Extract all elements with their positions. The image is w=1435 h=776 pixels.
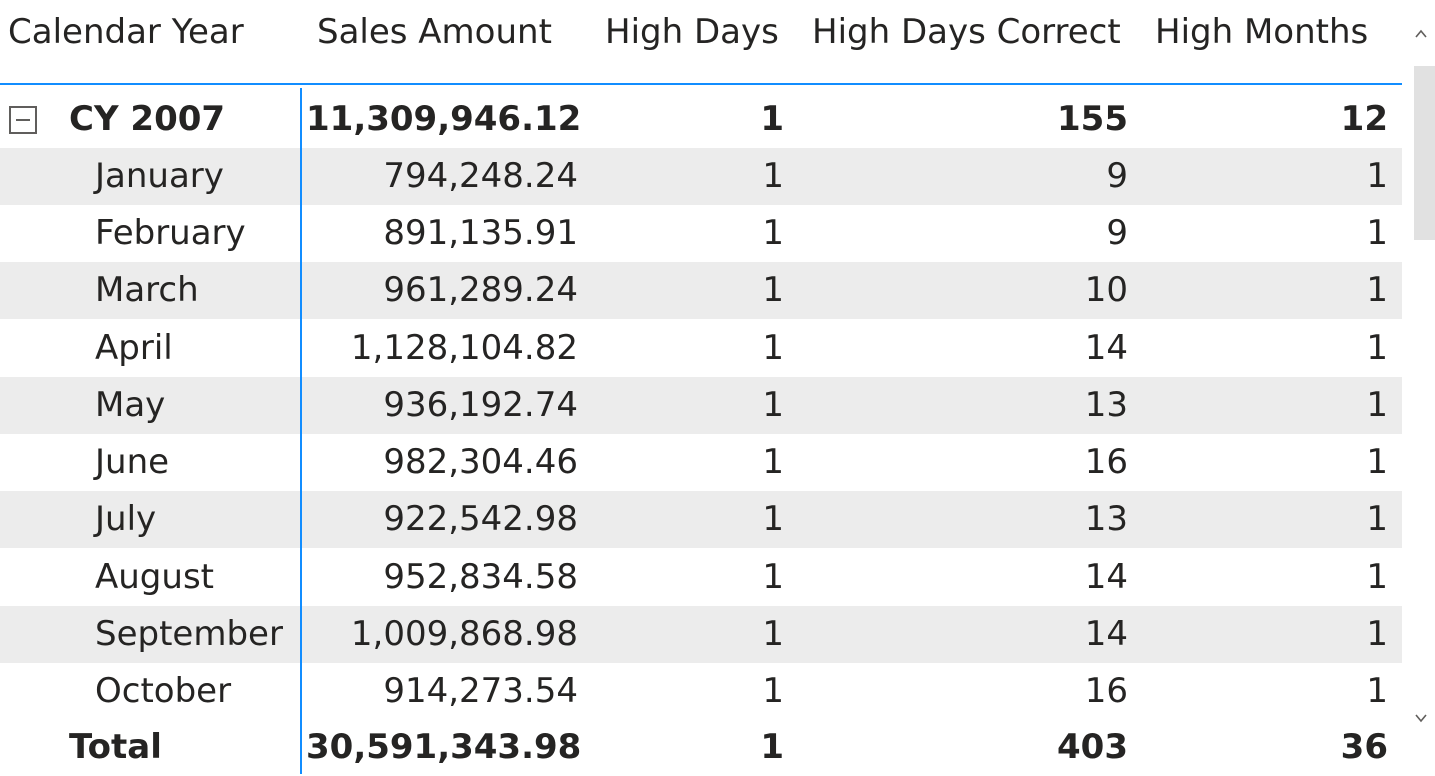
total-high-days: 1 [760, 727, 784, 767]
table-row: April 1,128,104.82 1 14 1 [0, 320, 1402, 377]
table-row: February 891,135.91 1 9 1 [0, 205, 1402, 262]
table-row: June 982,304.46 1 16 1 [0, 434, 1402, 491]
table-row: October 914,273.54 1 16 1 [0, 663, 1402, 720]
high-days-cell: 1 [762, 671, 784, 711]
sales-amount-cell: 936,192.74 [383, 385, 578, 425]
high-days-cell: 1 [762, 557, 784, 597]
sales-amount-cell: 982,304.46 [383, 442, 578, 482]
month-label: January [95, 156, 224, 196]
high-days-cell: 1 [762, 328, 784, 368]
scrollbar-thumb[interactable] [1414, 66, 1435, 240]
high-days-correct-cell: 13 [1084, 499, 1128, 539]
high-months-cell: 1 [1366, 442, 1388, 482]
header-sales-amount[interactable]: Sales Amount [317, 12, 552, 52]
table-row: September 1,009,868.98 1 14 1 [0, 606, 1402, 663]
high-months-cell: 1 [1366, 270, 1388, 310]
total-high-days-correct: 403 [1057, 727, 1128, 767]
year-high-days-correct: 155 [1057, 99, 1128, 139]
sales-amount-cell: 961,289.24 [383, 270, 578, 310]
month-label: June [95, 442, 170, 482]
table-row: August 952,834.58 1 14 1 [0, 549, 1402, 606]
high-days-correct-cell: 13 [1084, 385, 1128, 425]
sales-amount-cell: 922,542.98 [383, 499, 578, 539]
vertical-scrollbar[interactable] [1403, 0, 1435, 774]
high-days-correct-cell: 10 [1084, 270, 1128, 310]
table-row: March 961,289.24 1 10 1 [0, 262, 1402, 319]
total-label: Total [69, 727, 162, 767]
high-days-correct-cell: 9 [1106, 156, 1128, 196]
month-label: September [95, 614, 283, 654]
header-row: Calendar Year Sales Amount High Days Hig… [0, 4, 1402, 61]
header-high-months[interactable]: High Months [1155, 12, 1369, 52]
table-row: May 936,192.74 1 13 1 [0, 377, 1402, 434]
high-days-cell: 1 [762, 499, 784, 539]
sales-amount-cell: 891,135.91 [383, 213, 578, 253]
sales-amount-cell: 1,128,104.82 [350, 328, 578, 368]
high-months-cell: 1 [1366, 328, 1388, 368]
month-label: April [95, 328, 173, 368]
high-days-correct-cell: 14 [1084, 557, 1128, 597]
high-months-cell: 1 [1366, 671, 1388, 711]
chevron-up-icon[interactable] [1413, 26, 1429, 42]
header-divider [0, 83, 1402, 85]
month-label: October [95, 671, 232, 711]
high-days-correct-cell: 14 [1084, 328, 1128, 368]
year-sales-amount: 11,309,946.12 [306, 99, 582, 139]
high-days-correct-cell: 14 [1084, 614, 1128, 654]
high-days-cell: 1 [762, 270, 784, 310]
header-high-days[interactable]: High Days [605, 12, 779, 52]
total-high-months: 36 [1340, 727, 1388, 767]
year-high-months: 12 [1340, 99, 1388, 139]
high-days-cell: 1 [762, 614, 784, 654]
table-row: January 794,248.24 1 9 1 [0, 148, 1402, 205]
month-label: March [95, 270, 199, 310]
year-row: CY 2007 11,309,946.12 1 155 12 [0, 91, 1402, 148]
year-high-days: 1 [760, 99, 784, 139]
high-months-cell: 1 [1366, 614, 1388, 654]
high-days-cell: 1 [762, 442, 784, 482]
header-high-days-correct[interactable]: High Days Correct [812, 12, 1121, 52]
high-days-correct-cell: 16 [1084, 442, 1128, 482]
total-sales-amount: 30,591,343.98 [306, 727, 582, 767]
high-days-cell: 1 [762, 213, 784, 253]
month-label: August [95, 557, 214, 597]
year-label: CY 2007 [69, 99, 226, 139]
month-label: February [95, 213, 246, 253]
total-row: Total 30,591,343.98 1 403 36 [0, 719, 1402, 776]
high-days-cell: 1 [762, 156, 784, 196]
header-calendar-year[interactable]: Calendar Year [8, 12, 244, 52]
high-months-cell: 1 [1366, 213, 1388, 253]
row-header-divider [300, 88, 302, 774]
month-label: July [95, 499, 157, 539]
high-days-correct-cell: 9 [1106, 213, 1128, 253]
table-row: July 922,542.98 1 13 1 [0, 491, 1402, 548]
chevron-down-icon[interactable] [1413, 710, 1429, 726]
month-label: May [95, 385, 166, 425]
matrix-visual: Calendar Year Sales Amount High Days Hig… [0, 4, 1402, 776]
high-months-cell: 1 [1366, 385, 1388, 425]
high-months-cell: 1 [1366, 499, 1388, 539]
collapse-minus-icon[interactable] [9, 106, 37, 134]
sales-amount-cell: 1,009,868.98 [350, 614, 578, 654]
sales-amount-cell: 794,248.24 [383, 156, 578, 196]
sales-amount-cell: 914,273.54 [383, 671, 578, 711]
sales-amount-cell: 952,834.58 [383, 557, 578, 597]
high-months-cell: 1 [1366, 557, 1388, 597]
high-days-correct-cell: 16 [1084, 671, 1128, 711]
high-days-cell: 1 [762, 385, 784, 425]
high-months-cell: 1 [1366, 156, 1388, 196]
